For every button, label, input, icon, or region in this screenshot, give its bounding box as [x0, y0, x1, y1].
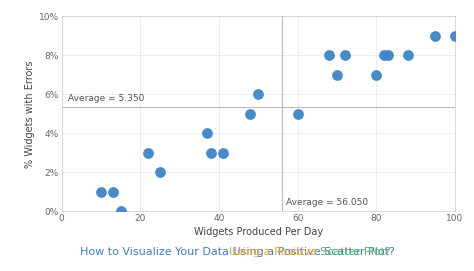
Point — [373, 73, 380, 77]
Point — [431, 34, 439, 38]
Point — [294, 112, 301, 116]
Point — [246, 112, 254, 116]
Point — [451, 34, 459, 38]
Y-axis label: % Widgets with Errors: % Widgets with Errors — [25, 60, 35, 167]
Point — [325, 53, 333, 57]
Point — [145, 151, 152, 155]
Text: Scatter Plot?: Scatter Plot? — [319, 247, 391, 257]
Point — [341, 53, 349, 57]
X-axis label: Widgets Produced Per Day: Widgets Produced Per Day — [194, 227, 323, 237]
Text: Average = 5.350: Average = 5.350 — [67, 94, 144, 103]
Point — [404, 53, 411, 57]
Point — [203, 131, 211, 136]
Point — [156, 170, 164, 175]
Text: Using a Positive: Using a Positive — [229, 247, 317, 257]
Point — [219, 151, 227, 155]
Point — [117, 209, 124, 214]
Text: How to Visualize Your Data Using a Positive Scatter Plot?: How to Visualize Your Data Using a Posit… — [80, 247, 394, 257]
Text: Average = 56.050: Average = 56.050 — [286, 198, 368, 207]
Point — [207, 151, 215, 155]
Point — [333, 73, 341, 77]
Point — [255, 92, 262, 96]
Point — [109, 190, 117, 194]
Point — [381, 53, 388, 57]
Point — [97, 190, 105, 194]
Point — [384, 53, 392, 57]
